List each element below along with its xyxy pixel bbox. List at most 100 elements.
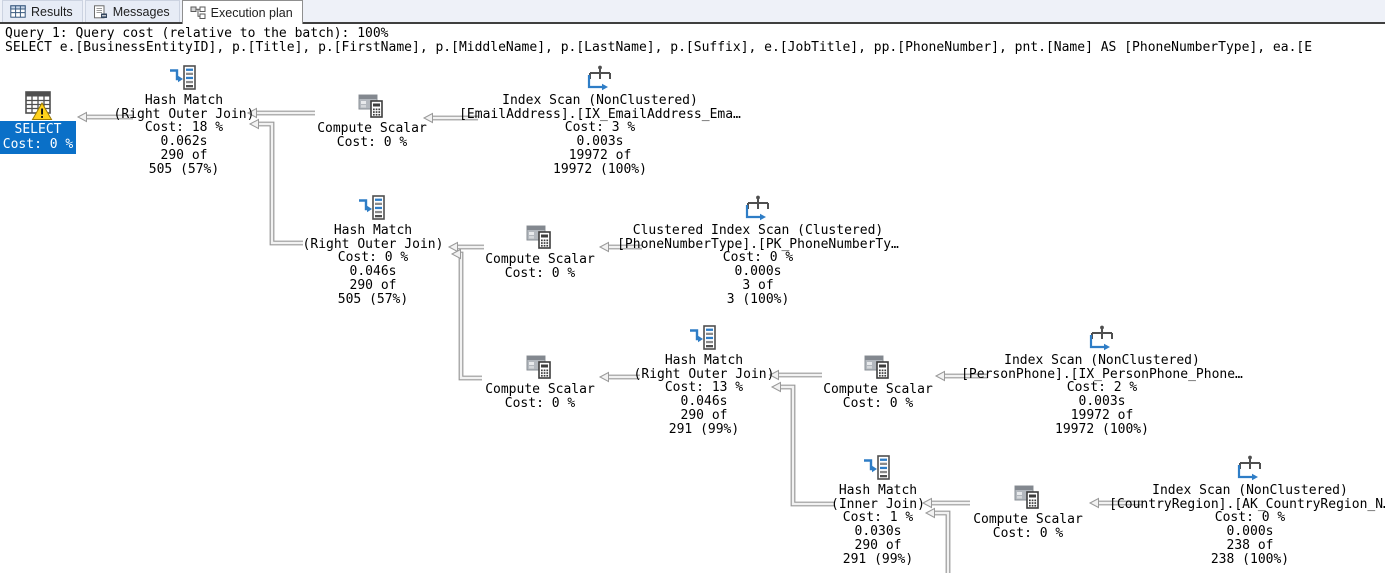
node-line: [PersonPhone].[IX_PersonPhone_Phone… [961, 366, 1243, 382]
node-line: Hash Match [664, 353, 744, 368]
node-line: Cost: 18 % [144, 120, 224, 136]
node-line: 0.046s [349, 264, 397, 280]
node-line: [CountryRegion].[AK_CountryRegion_N… [1109, 496, 1385, 512]
plan-connector-arrow [447, 241, 484, 253]
plan-node-compute-scalar-5[interactable]: Compute Scalar Cost: 0 % [918, 483, 1138, 540]
plan-node-hash-match-3[interactable]: Hash Match (Right Outer Join) Cost: 13 % 0.… [594, 324, 814, 436]
node-line: 19972 of [568, 147, 632, 163]
tab-label: Messages [112, 4, 170, 19]
compute-scalar-icon [430, 223, 650, 251]
node-line: Index Scan (NonClustered) [1004, 353, 1200, 368]
plan-node-compute-scalar-2[interactable]: Compute Scalar Cost: 0 % [430, 223, 650, 280]
plan-node-hash-match-4[interactable]: Hash Match (Inner Join) Cost: 1 % 0.030s 290… [768, 454, 988, 566]
messages-icon [93, 4, 108, 19]
tab-label: Results [31, 4, 73, 19]
node-line: 0.003s [576, 134, 624, 150]
query-cost-line: Query 1: Query cost (relative to the bat… [5, 26, 389, 41]
node-line: 0.046s [680, 394, 728, 410]
plan-node-hash-match-1[interactable]: Hash Match (Right Outer Join) Cost: 18 % 0.… [74, 64, 294, 176]
node-line: Compute Scalar [485, 382, 595, 397]
plan-node-compute-scalar-4[interactable]: Compute Scalar Cost: 0 % [768, 353, 988, 410]
result-grid-warning-icon [0, 91, 76, 120]
node-line: (Right Outer Join) [633, 366, 775, 382]
plan-node-compute-scalar-3[interactable]: Compute Scalar Cost: 0 % [430, 353, 650, 410]
node-line: Cost: 0 % [1214, 510, 1286, 526]
tab-messages[interactable]: Messages [84, 0, 180, 22]
compute-scalar-icon [918, 483, 1138, 511]
node-line: Cost: 3 % [564, 120, 636, 136]
tab-results[interactable]: Results [2, 0, 83, 22]
node-line: 291 (99%) [668, 421, 740, 437]
node-line: Cost: 0 % [992, 525, 1064, 541]
plan-node-clustered-index-scan-phonenumbertype[interactable]: Clustered Index Scan (Clustered) [PhoneNu… [593, 194, 923, 306]
node-line: Index Scan (NonClustered) [502, 93, 698, 108]
node-line: Cost: 1 % [842, 510, 914, 526]
plan-connector-arrow [598, 371, 640, 383]
node-line: [PhoneNumberType].[PK_PhoneNumberTy… [617, 236, 899, 252]
hash-match-icon [768, 454, 988, 482]
plan-node-hash-match-2[interactable]: Hash Match (Right Outer Join) Cost: 0 % 0.0… [263, 194, 483, 306]
plan-node-select[interactable]: SELECT Cost: 0 % [0, 91, 76, 154]
selected-node-highlight: SELECT Cost: 0 % [0, 121, 76, 154]
node-line: 290 of [160, 147, 208, 163]
node-line: Clustered Index Scan (Clustered) [632, 223, 884, 238]
node-line: (Right Outer Join) [113, 106, 255, 122]
node-line: Compute Scalar [485, 252, 595, 267]
node-line: Cost: 0 % [336, 134, 408, 150]
node-line: 238 (100%) [1210, 551, 1290, 567]
node-line: Hash Match [144, 93, 224, 108]
node-line: 505 (57%) [148, 161, 220, 177]
node-line: 3 of [742, 277, 774, 293]
plan-connector-arrow [1088, 497, 1142, 509]
node-line: (Right Outer Join) [302, 236, 444, 252]
plan-node-compute-scalar-1[interactable]: Compute Scalar Cost: 0 % [262, 92, 482, 149]
node-line: 291 (99%) [842, 551, 914, 567]
node-line: 0.000s [734, 264, 782, 280]
plan-connector-arrow [768, 369, 822, 381]
node-line: 3 (100%) [726, 291, 790, 307]
node-line: 290 of [854, 537, 902, 553]
compute-scalar-icon [430, 353, 650, 381]
plan-node-index-scan-personphone[interactable]: Index Scan (NonClustered) [PersonPhone].[… [937, 324, 1267, 436]
node-line: Cost: 0 % [2, 137, 74, 152]
plan-connector-arrow [934, 370, 988, 382]
clustered-index-scan-icon [593, 194, 923, 222]
node-line: Cost: 0 % [722, 250, 794, 266]
hash-match-icon [263, 194, 483, 222]
node-line: Cost: 0 % [504, 265, 576, 281]
node-line: Cost: 0 % [842, 395, 914, 411]
plan-connector-arrow [248, 118, 303, 246]
plan-connector-arrow [422, 112, 478, 124]
node-line: Cost: 0 % [504, 395, 576, 411]
tab-execution-plan[interactable]: Execution plan [181, 0, 303, 24]
node-line: 290 of [349, 277, 397, 293]
node-line: Index Scan (NonClustered) [1152, 483, 1348, 498]
results-pane-tabstrip: Results Messages Execution plan [0, 0, 1385, 24]
node-line: 0.000s [1226, 524, 1274, 540]
node-line: 0.030s [854, 524, 902, 540]
plan-connector-arrow [770, 381, 835, 507]
node-line: 290 of [680, 407, 728, 423]
node-line: 0.003s [1078, 394, 1126, 410]
index-scan-icon [937, 324, 1267, 352]
node-line: 0.062s [160, 134, 208, 150]
plan-connector-arrow [921, 497, 970, 509]
index-scan-icon [435, 64, 765, 92]
compute-scalar-icon [262, 92, 482, 120]
plan-node-index-scan-countryregion[interactable]: Index Scan (NonClustered) [CountryRegion]… [1085, 454, 1385, 566]
index-scan-icon [1085, 454, 1385, 482]
node-line: Compute Scalar [823, 382, 933, 397]
node-line: (Inner Join) [831, 496, 925, 512]
tab-label: Execution plan [210, 5, 293, 20]
plan-node-index-scan-emailaddress[interactable]: Index Scan (NonClustered) [EmailAddress].… [435, 64, 765, 176]
node-line: Hash Match [333, 223, 413, 238]
node-line: Cost: 13 % [664, 380, 744, 396]
compute-scalar-icon [768, 353, 988, 381]
plan-connector-arrow [598, 241, 642, 253]
execution-plan-icon [190, 6, 206, 19]
node-line: Compute Scalar [973, 512, 1083, 527]
node-line: 19972 (100%) [553, 161, 647, 177]
hash-match-icon [594, 324, 814, 352]
